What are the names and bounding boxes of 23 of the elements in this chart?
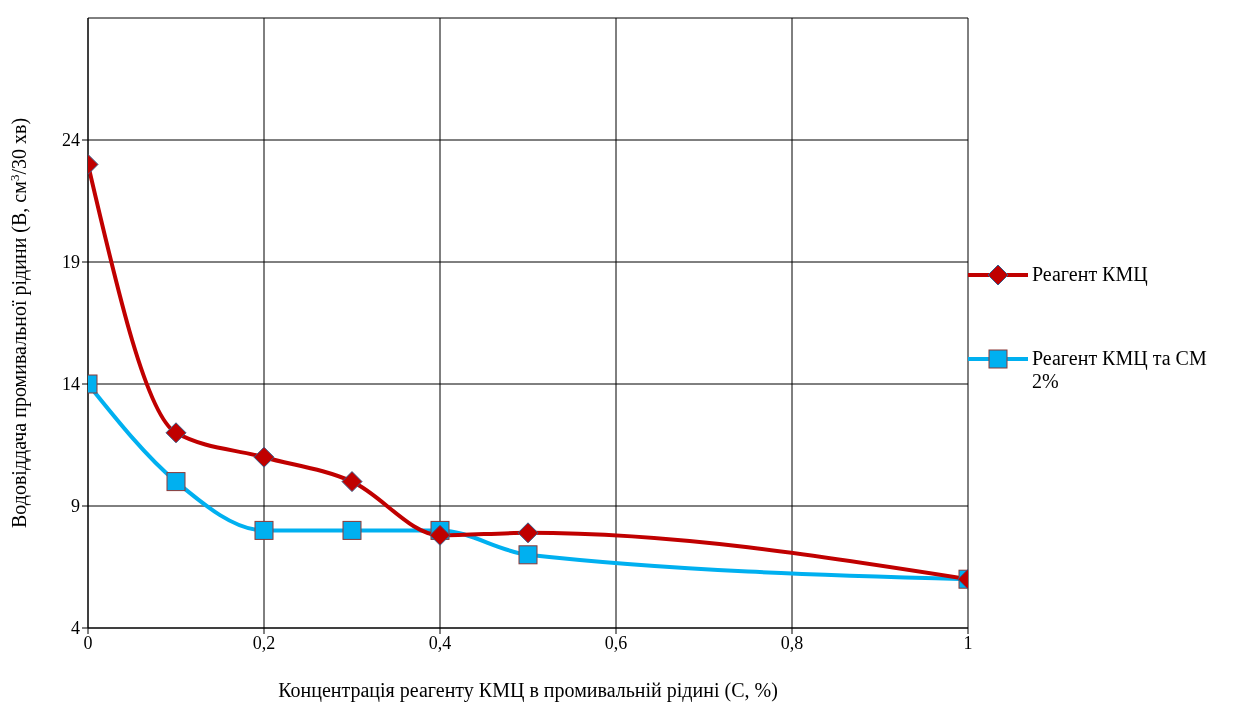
x-tick-label: 0,2 bbox=[252, 632, 276, 653]
y-tick-label: 9 bbox=[71, 496, 80, 517]
x-tick-label: 0,6 bbox=[604, 632, 628, 653]
point bbox=[518, 545, 538, 565]
y-tick-label: 4 bbox=[71, 618, 80, 639]
y-tick-label: 14 bbox=[62, 374, 80, 395]
point bbox=[429, 524, 451, 546]
point bbox=[342, 520, 362, 540]
x-tick-label: 0,4 bbox=[428, 632, 452, 653]
point bbox=[341, 471, 363, 493]
x-tick-label: 0,8 bbox=[780, 632, 804, 653]
y-tick-label: 19 bbox=[62, 252, 80, 273]
x-axis-title: Концентрація реагенту КМЦ в промивальній рідині (C, %) bbox=[278, 679, 778, 703]
point bbox=[517, 522, 539, 544]
legend-label: Реагент КМЦ та СМ 2% bbox=[1032, 347, 1208, 393]
legend-label: Реагент КМЦ bbox=[1032, 263, 1148, 286]
point bbox=[166, 472, 186, 492]
x-tick-label: 0 bbox=[83, 632, 93, 653]
point bbox=[254, 520, 274, 540]
point bbox=[165, 422, 187, 444]
y-tick-label: 24 bbox=[62, 130, 80, 151]
point bbox=[253, 446, 275, 468]
x-tick-label: 1 bbox=[963, 632, 973, 653]
